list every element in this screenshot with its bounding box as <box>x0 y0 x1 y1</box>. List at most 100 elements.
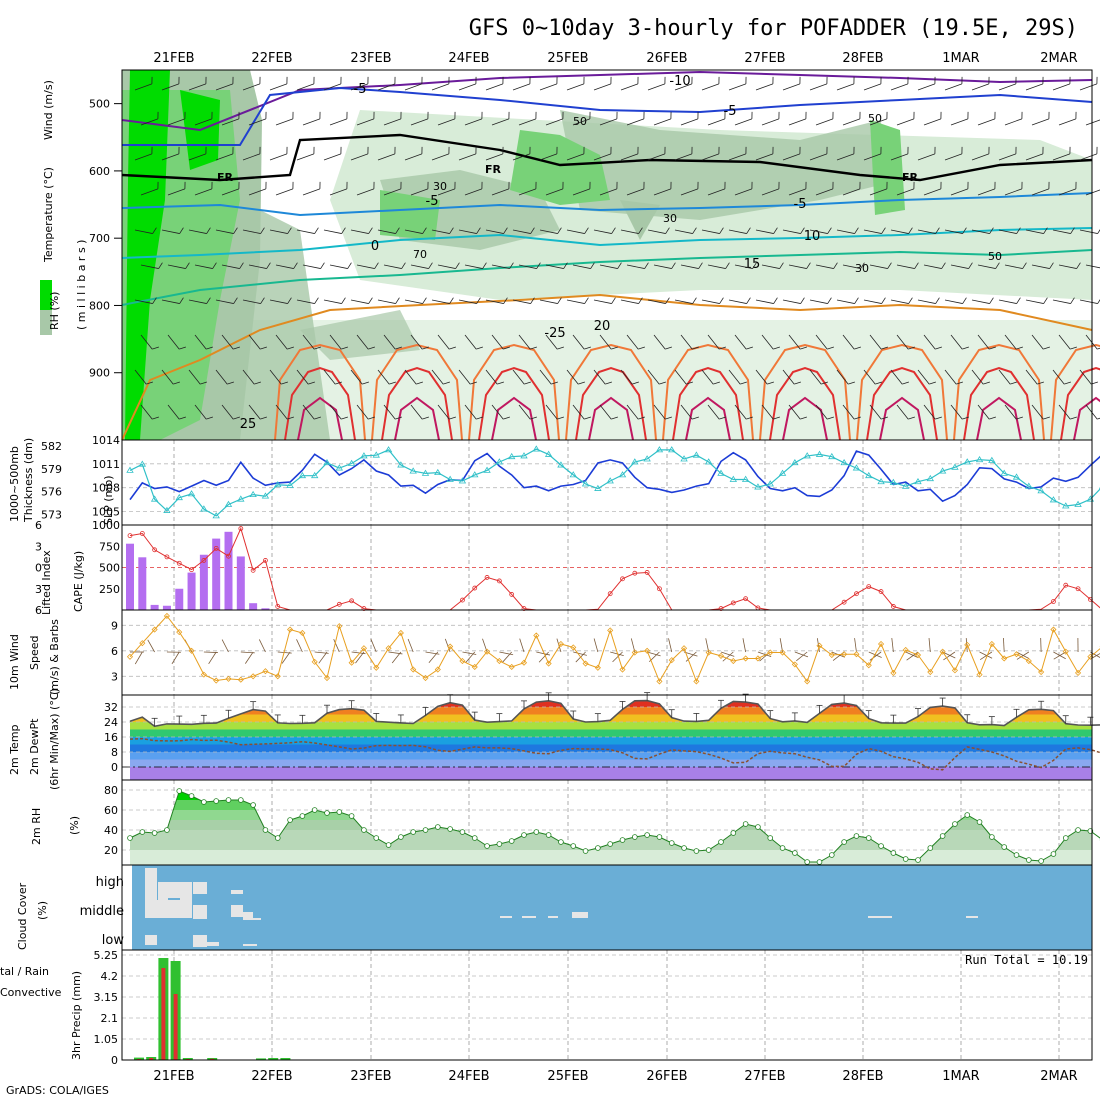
wind-barb-flag <box>395 297 400 304</box>
temp-tick-label: 24 <box>104 716 118 729</box>
wind-barb-shaft <box>383 334 396 350</box>
rh-axis-label-a: 2m RH <box>30 808 43 845</box>
wind-barb-flag <box>536 262 541 269</box>
wind-barb-shaft <box>950 118 969 126</box>
wind-barb-flag <box>659 381 666 385</box>
wind-barb-shaft <box>755 153 774 161</box>
surface-barb <box>221 639 229 653</box>
wind-barb-flag <box>260 346 267 350</box>
wind-barb-flag <box>632 381 639 385</box>
wind-barb-shaft <box>971 83 990 91</box>
wind-barb-flag <box>935 346 942 350</box>
wind-barb-shaft <box>464 334 477 350</box>
thickness-marker <box>581 480 590 487</box>
slp-tick-label: 1011 <box>92 458 120 471</box>
cloud-low-label: low <box>102 933 125 948</box>
wind-speed-marker <box>976 671 983 678</box>
thickness-marker <box>852 464 861 471</box>
surface-barb <box>943 651 956 661</box>
wind-barb-shaft <box>647 83 666 91</box>
temp-contour-label: -25 <box>544 326 565 341</box>
wind-barb-flag <box>557 346 564 350</box>
wind-barb-shaft <box>464 188 483 196</box>
warm-bubble-outer <box>1050 343 1100 441</box>
wind-barb-shaft <box>437 264 456 269</box>
wind-speed-marker <box>397 629 404 637</box>
wind-barb-flag <box>509 262 514 269</box>
thickness-marker <box>483 466 491 473</box>
wind-barb-shaft <box>518 264 537 269</box>
wind-barb-flag <box>368 346 375 350</box>
wind-barb-shaft <box>242 229 261 234</box>
wind-barb-flag <box>935 297 940 304</box>
surface-barb <box>979 651 993 661</box>
wind-barb-flag <box>1076 262 1081 269</box>
wind-barb-shaft <box>1058 404 1071 420</box>
wind-barb-flag <box>1043 346 1050 350</box>
rh-marker <box>779 845 786 851</box>
precip-conv-bar <box>149 1058 154 1060</box>
wind-barb-shaft <box>140 118 159 126</box>
wind-barb-shaft <box>350 299 369 304</box>
rh-marker <box>164 827 170 833</box>
wind-barb-shaft <box>431 83 450 91</box>
rh-marker <box>829 852 835 858</box>
wind-barb-flag <box>800 297 805 304</box>
wind-barb-flag <box>503 346 510 350</box>
wind-barb-flag <box>1064 381 1071 385</box>
surface-barb <box>942 651 956 659</box>
wind-barb-shaft <box>329 264 348 269</box>
pressure-tick-label: 600 <box>89 165 110 178</box>
cloud-block <box>145 935 157 945</box>
wind-barb-shaft <box>566 299 585 304</box>
wind-barb-shaft <box>1025 299 1044 304</box>
wind-barb-shaft <box>836 229 855 234</box>
wind-barb-shaft <box>329 118 348 126</box>
wind-barb-shaft <box>194 264 213 269</box>
wind-barb-shaft <box>356 334 369 350</box>
rh-contour-label: 50 <box>988 250 1002 263</box>
rh-band <box>130 850 1092 865</box>
lifted-index-marker <box>201 558 207 563</box>
wind-barb-flag <box>881 297 886 304</box>
wind-barb-shaft <box>674 83 693 91</box>
thickness-marker <box>409 467 417 474</box>
wind-barb-shaft <box>431 369 444 385</box>
wind-barb-shaft <box>134 229 153 234</box>
wind-barb-shaft <box>491 264 510 269</box>
wind-barb-flag <box>725 262 730 269</box>
wind-barb-flag <box>746 297 751 304</box>
lifted-index-marker <box>1075 586 1081 592</box>
wind-barb-flag <box>1016 227 1021 234</box>
wind-barb-shaft <box>1079 83 1098 91</box>
wind-barb-flag <box>794 381 801 385</box>
wind-barb-shaft <box>620 229 639 234</box>
wind-barb-flag <box>287 346 294 350</box>
wind-barb-flag <box>881 416 888 420</box>
wind-barb-shaft <box>890 153 909 161</box>
wind-speed-marker <box>754 655 762 662</box>
wind-barb-shaft <box>302 264 321 269</box>
surface-barb <box>1016 651 1030 659</box>
wind-barb-flag <box>935 416 942 420</box>
lifted-index-marker <box>854 591 859 597</box>
rh-marker <box>139 829 146 835</box>
rh-marker <box>311 807 318 813</box>
wind-barb-flag <box>773 346 780 350</box>
wind-barb-shaft <box>518 118 537 126</box>
wind-barb-shaft <box>1058 264 1077 269</box>
wind-barb-flag <box>401 262 406 269</box>
wind-barb-shaft <box>161 83 180 91</box>
wind-barb-flag <box>1043 297 1048 304</box>
rh-marker <box>767 835 774 841</box>
rh-marker <box>853 833 860 839</box>
wind-barb-flag <box>908 346 915 350</box>
rh-marker <box>755 824 761 830</box>
wind-barb-flag <box>449 227 454 234</box>
cloud-block <box>966 916 978 918</box>
rh-marker <box>496 841 503 847</box>
thickness-marker <box>754 483 762 490</box>
thickness-marker <box>507 452 516 460</box>
wind-barb-shaft <box>1031 334 1044 350</box>
wind-barb-flag <box>1037 381 1044 385</box>
